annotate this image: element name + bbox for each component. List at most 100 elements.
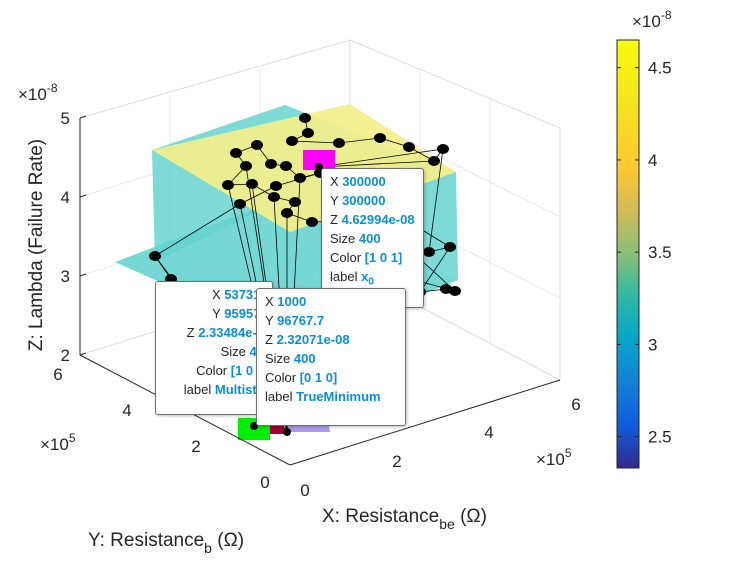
- x0-marker[interactable]: [303, 150, 335, 170]
- datatip-row: Z 4.62994e-08: [330, 210, 415, 229]
- y-tick-labels: 0 2 4 6: [53, 365, 269, 492]
- colorbar-exponent-label: ×10-8: [632, 8, 672, 31]
- search-point: [440, 284, 452, 294]
- axis-ticks: [79, 115, 87, 356]
- search-point: [423, 247, 435, 257]
- y-exponent-base: ×10: [40, 435, 69, 454]
- datatip-key: Size: [330, 231, 359, 246]
- colorbar-tick-label: 3.5: [648, 243, 672, 262]
- z-exponent-power: -8: [47, 81, 58, 95]
- datatip-key: X: [211, 287, 225, 302]
- search-point: [294, 173, 306, 183]
- search-point: [280, 161, 292, 171]
- datatip-row: Size 40: [164, 342, 264, 361]
- datatip-row: Color [1 0 1]: [330, 248, 415, 267]
- datatip-key: Z: [265, 332, 277, 347]
- datatip-row: Y 300000: [330, 191, 415, 210]
- y-tick-label: 0: [260, 473, 269, 492]
- colorbar: [616, 39, 640, 469]
- z-axis-title: Z: Lambda (Failure Rate): [26, 139, 47, 351]
- datatip-row: Y 95957.: [164, 304, 264, 323]
- datatip-value: 300000: [342, 174, 386, 189]
- datatip-value: [1 0 1]: [364, 250, 403, 265]
- colorbar-ticks: 2.5 3 3.5 4 4.5: [617, 59, 672, 447]
- x-exponent-label: ×105: [536, 446, 572, 469]
- search-point: [428, 156, 440, 166]
- datatip-value: Multista: [214, 382, 264, 397]
- datatip-row: Size 400: [265, 349, 397, 368]
- datatip-key: Color: [265, 370, 300, 385]
- y-exponent-label: ×105: [40, 431, 76, 454]
- datatip-row: X 53731.: [164, 285, 264, 304]
- search-point: [333, 138, 345, 148]
- datatip-key: label: [183, 382, 215, 397]
- z-exponent-base: ×10: [18, 85, 47, 104]
- y-tick-label: 6: [53, 365, 62, 384]
- datatip-row: Size 400: [330, 229, 415, 248]
- datatip-row: Z 2.33484e-0: [164, 323, 264, 342]
- datatip-key: Y: [212, 306, 225, 321]
- colorbar-exponent-base: ×10: [632, 12, 661, 31]
- search-point: [444, 242, 456, 252]
- datatip-key: Size: [265, 351, 294, 366]
- datatip-row: Color [0 1 0]: [265, 368, 397, 387]
- search-point: [149, 251, 161, 261]
- datatip-row: X 1000: [265, 292, 397, 311]
- search-point: [251, 140, 263, 150]
- datatip-key: Y: [265, 313, 278, 328]
- datatip-value: 96767.7: [277, 313, 325, 328]
- y-tick-label: 4: [122, 401, 131, 420]
- z-tick-labels: 2 3 4 5: [61, 109, 70, 365]
- datatip-key: Color: [196, 363, 231, 378]
- datatip-row: label x0: [330, 267, 415, 292]
- datatip-value: 400: [358, 231, 381, 246]
- search-point: [268, 192, 280, 202]
- datatip-key: Z: [330, 212, 342, 227]
- x-axis-title-main: X: Resistance: [322, 506, 439, 527]
- z-exponent-label: ×10-8: [18, 81, 58, 104]
- search-point: [449, 286, 461, 296]
- x-tick-label: 0: [300, 481, 309, 500]
- y-tick-label: 2: [191, 437, 200, 456]
- x-exponent-base: ×10: [536, 450, 565, 469]
- colorbar-tick-label: 4: [648, 151, 657, 170]
- z-tick-label: 3: [61, 267, 70, 286]
- y-exponent-power: 5: [69, 431, 76, 445]
- search-point: [302, 128, 314, 138]
- datatip-x0[interactable]: X 300000 Y 300000 Z 4.62994e-08 Size 400 Col…: [321, 168, 424, 308]
- multistart-point[interactable]: [283, 428, 291, 436]
- search-point: [265, 159, 277, 169]
- y-axis-title-sub: b: [204, 540, 212, 556]
- datatip-value: [1 0 0: [230, 363, 264, 378]
- search-point: [246, 179, 258, 189]
- z-tick-label: 4: [61, 188, 70, 207]
- datatip-key: label: [265, 389, 297, 404]
- x-tick-label: 2: [392, 452, 401, 471]
- x-tick-label: 6: [571, 395, 580, 414]
- datatip-trueminimum[interactable]: X 1000 Y 96767.7 Z 2.32071e-08 Size 400 Colo…: [256, 288, 406, 426]
- search-point: [289, 197, 301, 207]
- datatip-key: Color: [330, 250, 365, 265]
- x-tick-labels: 0 2 4 6: [300, 395, 580, 500]
- datatip-value: x: [361, 269, 369, 284]
- datatip-value: [0 1 0]: [299, 370, 338, 385]
- datatip-row: label Multista: [164, 380, 264, 399]
- x-axis-title-sub: be: [439, 516, 455, 532]
- search-point: [306, 217, 318, 227]
- search-point: [281, 208, 293, 218]
- datatip-value: 95957.: [224, 306, 264, 321]
- y-axis-title-main: Y: Resistance: [88, 530, 204, 551]
- datatip-key: X: [330, 174, 343, 189]
- colorbar-tick-label: 2.5: [648, 428, 672, 447]
- datatip-row: label TrueMinimum: [265, 387, 397, 406]
- datatip-key: Size: [220, 344, 250, 359]
- search-point: [299, 113, 311, 123]
- x-tick-label: 4: [484, 423, 493, 442]
- datatip-value: 2.32071e-08: [276, 332, 350, 347]
- search-point: [374, 133, 386, 143]
- colorbar-tick-label: 4.5: [648, 59, 672, 78]
- datatip-value: 53731.: [224, 287, 264, 302]
- y-axis-title-unit-text: (Ω): [217, 530, 244, 551]
- search-point: [234, 199, 246, 209]
